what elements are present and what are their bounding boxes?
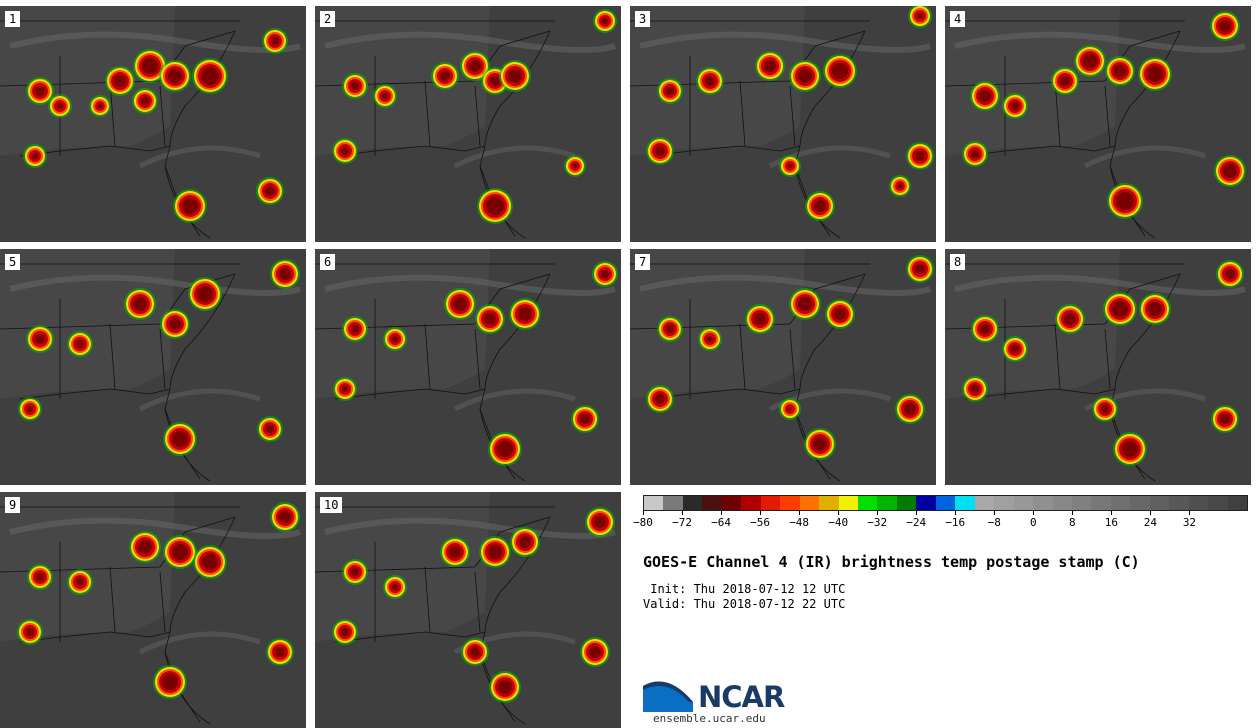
panel-number: 8: [950, 254, 966, 270]
colorbar-segment: [702, 496, 722, 510]
postage-stamp-panel: 3: [630, 6, 936, 242]
colorbar-tick-label: −80: [633, 516, 653, 529]
panel-number: 9: [5, 497, 21, 513]
colorbar-segment: [644, 496, 664, 510]
colorbar-tick: [838, 511, 840, 515]
colorbar-tick: [799, 511, 801, 515]
colorbar-segment: [935, 496, 956, 510]
panel-number: 1: [5, 11, 21, 27]
colorbar-tick: [1150, 511, 1152, 515]
postage-stamp-panel: 1: [0, 6, 306, 242]
panel-number: 4: [950, 11, 966, 27]
postage-stamp-panel: 10: [315, 492, 621, 728]
colorbar-segment: [994, 496, 1014, 510]
colorbar-segment: [955, 496, 975, 510]
colorbar-segment: [819, 496, 839, 510]
colorbar-tick-label: −48: [789, 516, 810, 529]
colorbar-ticks: −80 −72 −64 −56 −48 −40 −32 −24 −16 −8 0 8 16 24 32: [633, 511, 1248, 531]
colorbar-tick-label: −32: [867, 516, 888, 529]
colorbar-tick-label: 32: [1182, 516, 1197, 529]
postage-stamp-panel: 6: [315, 249, 621, 485]
colorbar-tick: [760, 511, 762, 515]
valid-time: Valid: Thu 2018-07-12 22 UTC: [643, 597, 846, 611]
panel-number: 7: [635, 254, 651, 270]
colorbar-tick: [721, 511, 723, 515]
colorbar-tick: [916, 511, 918, 515]
panel-number: 5: [5, 254, 21, 270]
colorbar-tick: [643, 511, 644, 515]
colorbar-tick-label: −72: [672, 516, 692, 529]
colorbar-tick-label: 0: [1030, 516, 1037, 529]
colorbar-segment: [857, 496, 878, 510]
colorbar-segment: [1052, 496, 1072, 510]
colorbar-segment: [1013, 496, 1034, 510]
ncar-logo-text: NCAR: [698, 680, 785, 714]
postage-stamp-panel: 2: [315, 6, 621, 242]
colorbar-tick-label: 8: [1069, 516, 1076, 529]
colorbar-segment: [1169, 496, 1189, 510]
panel-number: 10: [320, 497, 343, 513]
colorbar-segment: [1071, 496, 1092, 510]
ncar-logo-icon: [643, 681, 693, 712]
colorbar-tick-label: 24: [1143, 516, 1158, 529]
colorbar-tick: [1111, 511, 1113, 515]
colorbar-tick-label: −8: [987, 516, 1001, 529]
colorbar-tick-label: 16: [1104, 516, 1118, 529]
colorbar-segment: [780, 496, 800, 510]
colorbar-tick: [994, 511, 996, 515]
colorbar-segment: [1110, 496, 1131, 510]
colorbar-tick: [1189, 511, 1191, 515]
colorbar-segment: [663, 496, 683, 510]
init-time: Init: Thu 2018-07-12 12 UTC: [643, 582, 846, 596]
panel-number: 6: [320, 254, 336, 270]
panel-number: 2: [320, 11, 336, 27]
colorbar-tick-label: −40: [828, 516, 849, 529]
colorbar-segment: [838, 496, 858, 510]
colorbar-tick: [1033, 511, 1035, 515]
postage-stamp-panel: 5: [0, 249, 306, 485]
colorbar-segment: [916, 496, 936, 510]
colorbar-tick: [1072, 511, 1074, 515]
colorbar-tick-label: −24: [906, 516, 927, 529]
postage-stamp-panel: 7: [630, 249, 936, 485]
colorbar-segment: [1208, 496, 1228, 510]
colorbar-segment: [1188, 496, 1209, 510]
site-url: ensemble.ucar.edu: [653, 712, 766, 725]
colorbar-tick: [682, 511, 684, 515]
colorbar-segment: [1227, 496, 1248, 510]
colorbar-tick-label: −16: [945, 516, 966, 529]
colorbar-segment: [1149, 496, 1170, 510]
panel-number: 3: [635, 11, 651, 27]
colorbar-segment: [721, 496, 742, 510]
colorbar-segment: [760, 496, 781, 510]
figure-title: GOES-E Channel 4 (IR) brightness temp po…: [643, 553, 1140, 571]
colorbar-segment: [1033, 496, 1053, 510]
colorbar-segment: [1091, 496, 1111, 510]
postage-stamp-panel: 4: [945, 6, 1251, 242]
colorbar: [643, 495, 1248, 511]
colorbar-segment: [1130, 496, 1150, 510]
colorbar-segment: [799, 496, 820, 510]
colorbar-segment: [682, 496, 703, 510]
colorbar-tick-label: −56: [750, 516, 771, 529]
colorbar-tick: [955, 511, 957, 515]
postage-stamp-panel: 8: [945, 249, 1251, 485]
colorbar-segment: [877, 496, 897, 510]
colorbar-tick-label: −64: [711, 516, 731, 529]
colorbar-tick: [877, 511, 879, 515]
colorbar-segment: [974, 496, 995, 510]
postage-stamp-panel: 9: [0, 492, 306, 728]
colorbar-segment: [896, 496, 917, 510]
colorbar-segment: [741, 496, 761, 510]
